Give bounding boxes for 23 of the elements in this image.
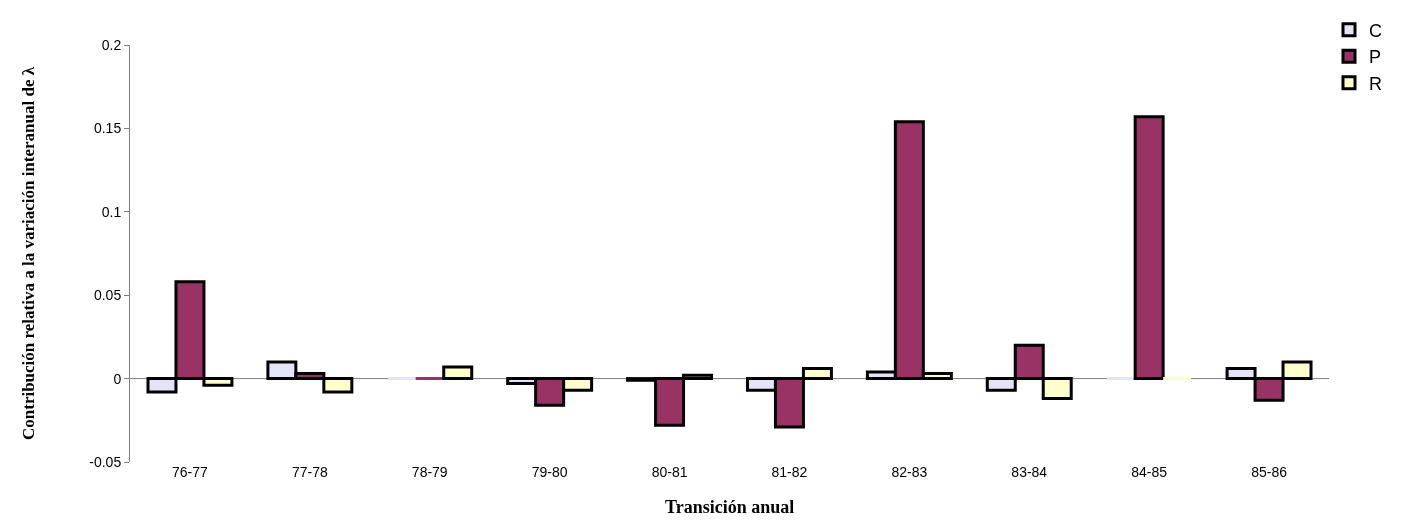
legend-label: P <box>1369 47 1382 68</box>
bar <box>1133 115 1165 381</box>
y-tick-label: 0.05 <box>93 287 122 304</box>
x-tick-label: 77-78 <box>291 464 328 480</box>
x-tick-label: 82-83 <box>891 464 928 480</box>
x-tick-label: 85-86 <box>1251 464 1288 480</box>
y-tick-label: 0.2 <box>101 36 122 53</box>
y-tick-label: 0.1 <box>101 203 122 220</box>
x-tick-label: 84-85 <box>1131 464 1168 480</box>
x-tick-label: 78-79 <box>411 464 448 480</box>
y-axis-title: Contribución relativa a la variación interanual de λ <box>18 66 38 441</box>
x-tick-label: 80-81 <box>651 464 688 480</box>
y-tick-label: -0.05 <box>89 453 122 470</box>
legend-label: R <box>1369 73 1382 94</box>
y-tick-label: 0 <box>113 370 122 387</box>
x-tick-label: 76-77 <box>172 464 209 480</box>
x-axis-title: Transición anual <box>665 497 795 517</box>
bar <box>442 365 474 381</box>
y-tick-label: 0.15 <box>93 120 122 137</box>
x-tick-label: 79-80 <box>531 464 568 480</box>
x-tick-label: 81-82 <box>771 464 808 480</box>
legend-label: C <box>1369 20 1382 41</box>
x-tick-label: 83-84 <box>1011 464 1048 480</box>
